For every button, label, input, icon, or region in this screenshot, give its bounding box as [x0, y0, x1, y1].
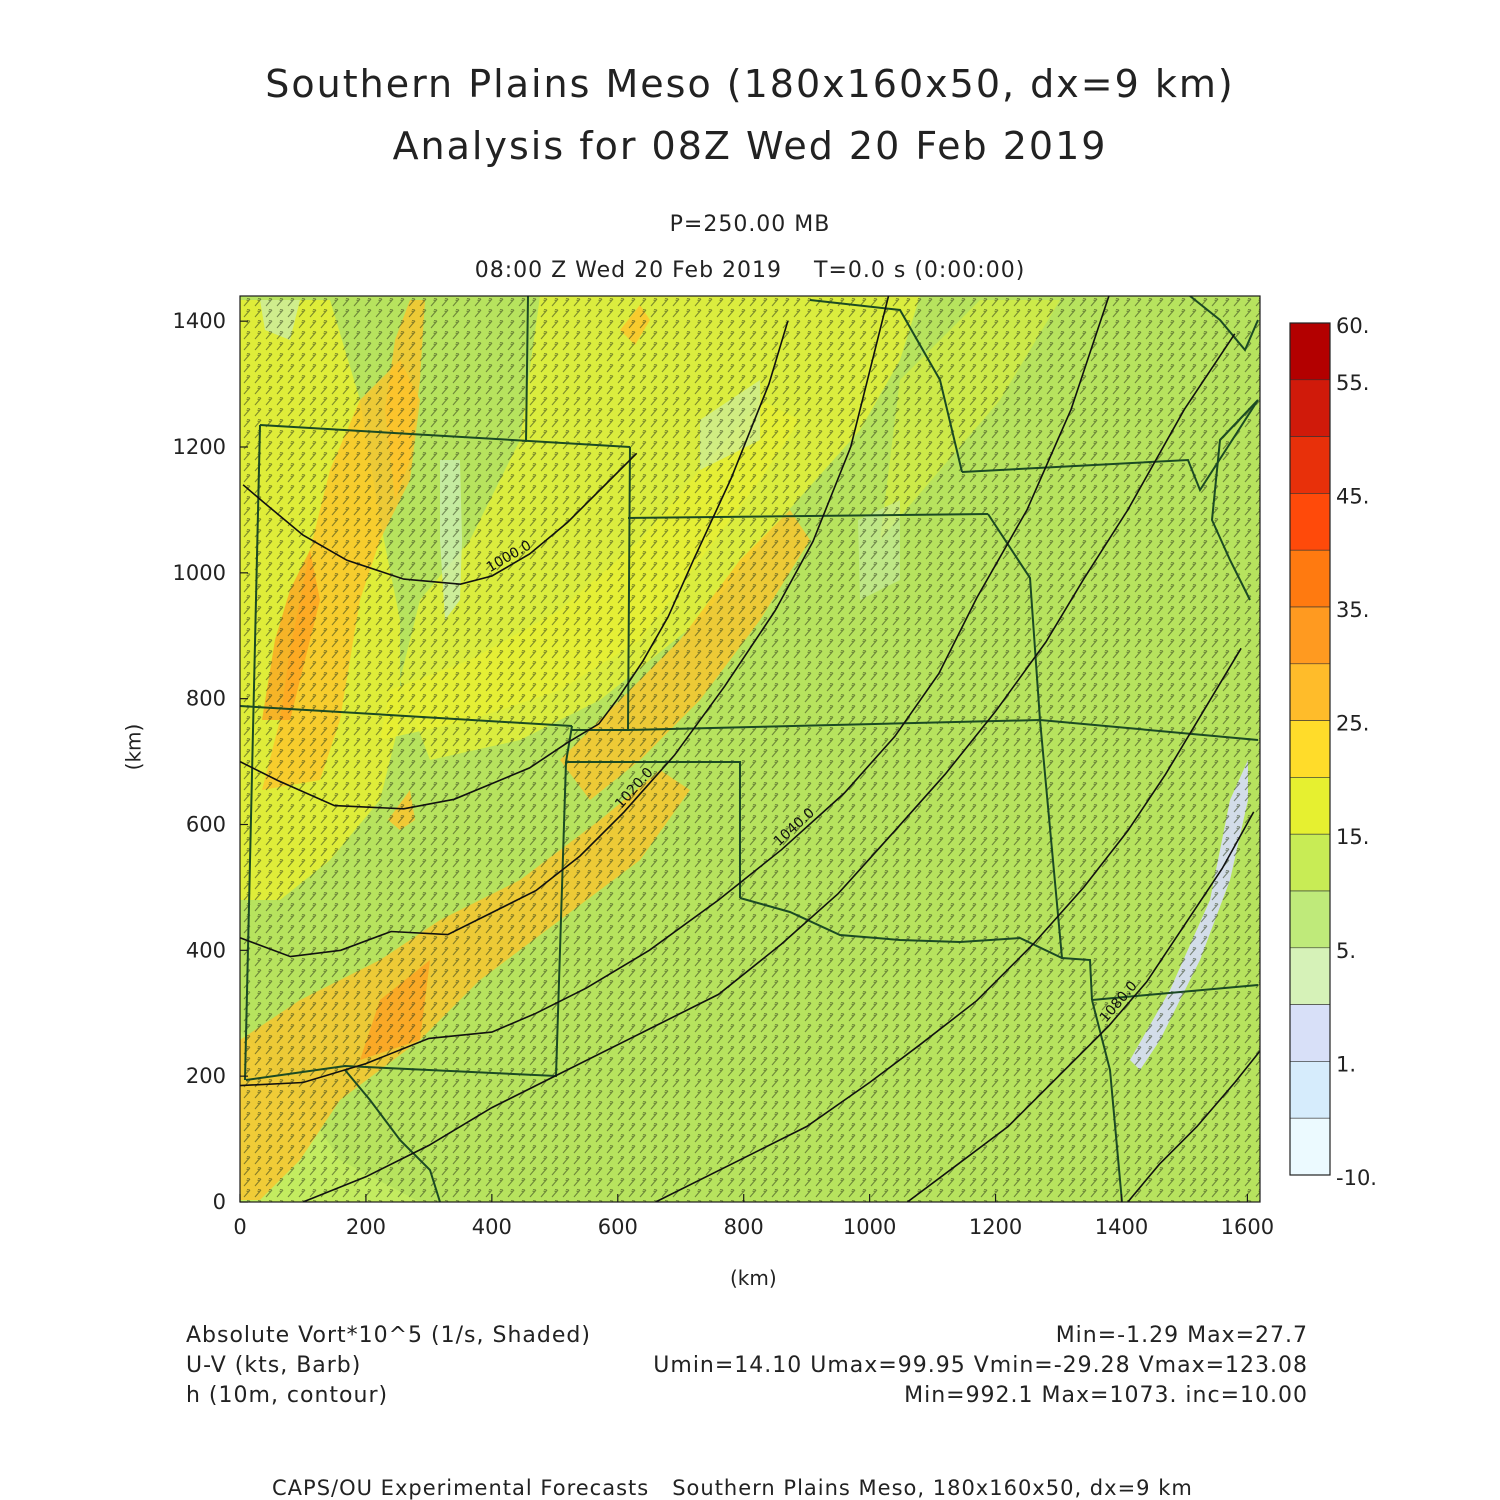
x-tick-label: 1000: [843, 1215, 896, 1239]
colorbar-label: 25.: [1336, 712, 1369, 736]
colorbar-label: 60.: [1336, 314, 1369, 338]
map-subtitle: Analysis for 08Z Wed 20 Feb 2019: [392, 124, 1108, 168]
colorbar-swatch: [1289, 663, 1331, 721]
x-tick-label: 1400: [1095, 1215, 1148, 1239]
x-tick-label: 400: [472, 1215, 512, 1239]
colorbar-swatch: [1289, 549, 1331, 608]
y-axis: 0 200 400 600 800 1000 1200 1400: [173, 309, 248, 1214]
colorbar-label: 55.: [1336, 371, 1369, 395]
x-tick-label: 600: [598, 1215, 638, 1239]
y-axis-label: (km): [121, 723, 146, 771]
colorbar-swatch: [1289, 890, 1331, 949]
x-axis-label: (km): [730, 1266, 777, 1290]
valid-time: 08:00 Z Wed 20 Feb 2019 T=0.0 s (0:00:00…: [474, 258, 1026, 283]
colorbar-swatch: [1289, 606, 1331, 665]
legend-vorticity-stats: Min=-1.29 Max=27.7: [1055, 1323, 1308, 1348]
y-tick-label: 0: [213, 1190, 226, 1214]
legend-vorticity: Absolute Vort*10^5 (1/s, Shaded): [186, 1323, 591, 1348]
x-tick-label: 800: [724, 1215, 764, 1239]
y-tick-label: 1400: [173, 309, 226, 333]
colorbar-label: 1.: [1336, 1052, 1356, 1076]
y-tick-label: 1200: [173, 435, 226, 459]
height-contour: [1127, 1050, 1260, 1202]
legend-wind-stats: Umin=14.10 Umax=99.95 Vmin=-29.28 Vmax=1…: [653, 1353, 1308, 1378]
colorbar-label: -10.: [1336, 1166, 1377, 1190]
colorbar-swatch: [1289, 493, 1331, 551]
colorbar-swatch: [1289, 1061, 1331, 1119]
y-tick-label: 1000: [173, 561, 226, 585]
height-contour: [655, 647, 1242, 1202]
legend-height-stats: Min=992.1 Max=1073. inc=10.00: [904, 1383, 1308, 1408]
y-tick-label: 400: [186, 938, 226, 962]
colorbar-swatch: [1289, 947, 1331, 1005]
height-contour: [302, 333, 1236, 1202]
colorbar-swatch: [1289, 720, 1331, 778]
colorbar-swatch: [1289, 436, 1331, 494]
x-tick-label: 200: [346, 1215, 386, 1239]
colorbar-swatch: [1289, 833, 1331, 892]
y-tick-label: 800: [186, 687, 226, 711]
pressure-level: P=250.00 MB: [669, 212, 831, 237]
colorbar-swatch: [1289, 322, 1331, 381]
state-borders: [240, 296, 1259, 1202]
colorbar-swatch: [1289, 1117, 1331, 1176]
colorbar: 60. 55. 45. 35. 25. 15. 5. 1. -10.: [1289, 314, 1377, 1190]
colorbar-swatch: [1289, 1004, 1331, 1062]
y-tick-label: 600: [186, 813, 226, 837]
colorbar-label: 15.: [1336, 825, 1369, 849]
y-tick-label: 200: [186, 1064, 226, 1088]
colorbar-frame: [1289, 322, 1331, 1176]
height-contour: [240, 296, 1110, 1087]
colorbar-label: 5.: [1336, 939, 1356, 963]
height-contour: [240, 320, 789, 810]
colorbar-swatch: [1289, 777, 1331, 835]
height-contour: [242, 452, 638, 586]
plot-frame: [239, 295, 1261, 1203]
x-axis: 0 200 400 600 800 1000 1200 1400 1600: [233, 1194, 1274, 1239]
height-contour: [906, 811, 1255, 1202]
x-tick-label: 0: [233, 1215, 246, 1239]
map-title: Southern Plains Meso (180x160x50, dx=9 k…: [265, 62, 1235, 106]
x-tick-label: 1600: [1221, 1215, 1274, 1239]
height-contour: [240, 296, 890, 958]
colorbar-label: 35.: [1336, 598, 1369, 622]
colorbar-swatch: [1289, 379, 1331, 437]
colorbar-label: 45.: [1336, 484, 1369, 508]
credit-line: CAPS/OU Experimental Forecasts Southern …: [272, 1476, 1193, 1500]
x-tick-label: 1200: [969, 1215, 1022, 1239]
legend-wind: U-V (kts, Barb): [186, 1353, 362, 1378]
legend-height: h (10m, contour): [186, 1383, 389, 1408]
wind-barbs: [240, 296, 1260, 1202]
